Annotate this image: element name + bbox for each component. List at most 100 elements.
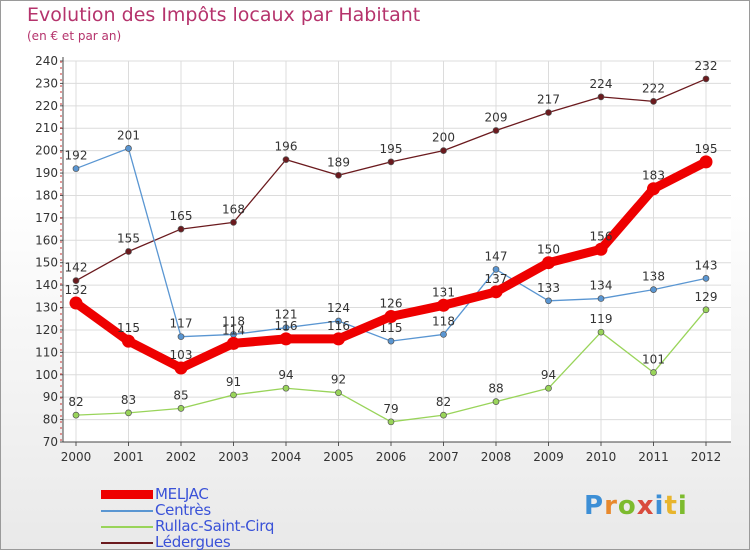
plot-area xyxy=(63,61,731,442)
data-point-meljac xyxy=(594,242,608,256)
data-point-centres xyxy=(702,275,710,282)
data-point-ledergues xyxy=(125,248,132,255)
y-tick-label: 80 xyxy=(43,413,58,427)
data-label-ledergues: 165 xyxy=(170,209,193,223)
data-label-centres: 133 xyxy=(537,281,560,295)
data-point-ledergues xyxy=(230,219,237,226)
data-label-rullac-saint-cirq: 92 xyxy=(331,373,346,387)
data-label-meljac: 156 xyxy=(590,229,613,243)
data-label-meljac: 115 xyxy=(117,321,140,335)
y-tick-label: 210 xyxy=(35,121,58,135)
legend-swatch xyxy=(101,526,153,528)
x-tick-label: 2005 xyxy=(323,450,354,464)
data-point-centres xyxy=(440,331,447,338)
data-point-meljac xyxy=(647,182,660,196)
data-point-centres xyxy=(282,324,290,332)
data-point-centres xyxy=(387,337,395,345)
data-point-meljac xyxy=(332,332,345,346)
data-label-centres: 118 xyxy=(432,314,455,328)
data-point-meljac xyxy=(227,336,240,350)
data-label-meljac: 103 xyxy=(170,348,193,362)
data-point-meljac xyxy=(437,298,450,312)
legend-swatch xyxy=(101,542,153,544)
data-point-meljac xyxy=(542,256,555,270)
data-point-ledergues xyxy=(597,93,605,101)
x-tick-label: 2010 xyxy=(586,450,617,464)
legend-swatch xyxy=(101,510,153,512)
data-point-ledergues xyxy=(492,127,500,134)
y-tick-label: 240 xyxy=(35,54,58,68)
data-label-meljac: 150 xyxy=(537,243,560,257)
data-label-rullac-saint-cirq: 91 xyxy=(226,375,241,389)
y-tick-label: 180 xyxy=(35,188,58,202)
data-label-ledergues: 189 xyxy=(327,155,350,169)
data-label-meljac: 183 xyxy=(642,169,665,183)
y-tick-label: 110 xyxy=(35,345,58,359)
data-point-centres xyxy=(177,333,185,341)
data-point-rullac-saint-cirq xyxy=(177,405,185,412)
data-point-centres xyxy=(492,266,500,273)
data-point-ledergues xyxy=(72,277,80,284)
data-point-rullac-saint-cirq xyxy=(125,409,132,417)
y-tick-label: 100 xyxy=(35,368,58,382)
x-tick-label: 2011 xyxy=(638,450,669,464)
x-tick-label: 2012 xyxy=(691,450,722,464)
x-tick-label: 2007 xyxy=(428,450,459,464)
data-point-rullac-saint-cirq xyxy=(545,384,552,392)
data-label-rullac-saint-cirq: 82 xyxy=(68,395,83,409)
data-point-centres xyxy=(650,286,657,293)
data-label-meljac: 114 xyxy=(222,323,245,337)
y-tick-label: 130 xyxy=(35,301,58,315)
data-point-meljac xyxy=(384,309,398,323)
data-point-rullac-saint-cirq xyxy=(597,328,605,336)
x-tick-label: 2006 xyxy=(376,450,407,464)
y-tick-label: 70 xyxy=(43,435,58,449)
data-label-centres: 115 xyxy=(380,321,403,335)
data-label-meljac: 131 xyxy=(432,285,455,299)
data-label-meljac: 132 xyxy=(65,283,88,297)
data-point-rullac-saint-cirq xyxy=(650,369,657,376)
data-point-ledergues xyxy=(545,109,552,116)
x-tick-label: 2008 xyxy=(481,450,512,464)
y-tick-label: 120 xyxy=(35,323,58,337)
y-tick-label: 200 xyxy=(35,144,58,158)
data-label-centres: 192 xyxy=(65,149,88,163)
y-tick-label: 160 xyxy=(35,233,58,247)
data-point-ledergues xyxy=(702,75,710,83)
x-tick-label: 2000 xyxy=(61,450,92,464)
data-point-rullac-saint-cirq xyxy=(440,411,447,419)
data-point-ledergues xyxy=(282,156,290,163)
data-label-ledergues: 200 xyxy=(432,131,455,145)
x-tick-label: 2009 xyxy=(533,450,564,464)
data-point-rullac-saint-cirq xyxy=(387,418,395,426)
data-point-centres xyxy=(335,317,342,325)
x-tick-label: 2004 xyxy=(271,450,302,464)
data-label-meljac: 137 xyxy=(485,272,508,286)
data-label-rullac-saint-cirq: 119 xyxy=(590,312,613,326)
data-point-meljac xyxy=(699,155,713,169)
data-point-meljac xyxy=(279,332,293,346)
data-label-rullac-saint-cirq: 83 xyxy=(121,393,136,407)
data-point-ledergues xyxy=(335,171,342,179)
data-label-rullac-saint-cirq: 82 xyxy=(436,395,451,409)
data-label-centres: 143 xyxy=(695,258,718,272)
data-label-rullac-saint-cirq: 94 xyxy=(278,368,293,382)
data-point-ledergues xyxy=(650,97,657,105)
data-label-meljac: 195 xyxy=(695,142,718,156)
data-point-centres xyxy=(597,295,605,302)
legend-label: Centrès xyxy=(155,501,211,519)
data-point-meljac xyxy=(174,361,188,375)
chart-title: Evolution des Impôts locaux par Habitant xyxy=(27,4,421,26)
data-point-rullac-saint-cirq xyxy=(282,384,290,392)
data-point-meljac xyxy=(122,334,135,348)
data-point-ledergues xyxy=(177,225,185,233)
data-label-centres: 134 xyxy=(590,279,613,293)
data-label-centres: 121 xyxy=(275,308,298,322)
data-point-rullac-saint-cirq xyxy=(492,398,500,406)
y-tick-label: 170 xyxy=(35,211,58,225)
data-label-centres: 117 xyxy=(170,317,193,331)
data-point-centres xyxy=(545,297,552,305)
data-label-centres: 124 xyxy=(327,301,350,315)
data-point-rullac-saint-cirq xyxy=(72,411,80,419)
